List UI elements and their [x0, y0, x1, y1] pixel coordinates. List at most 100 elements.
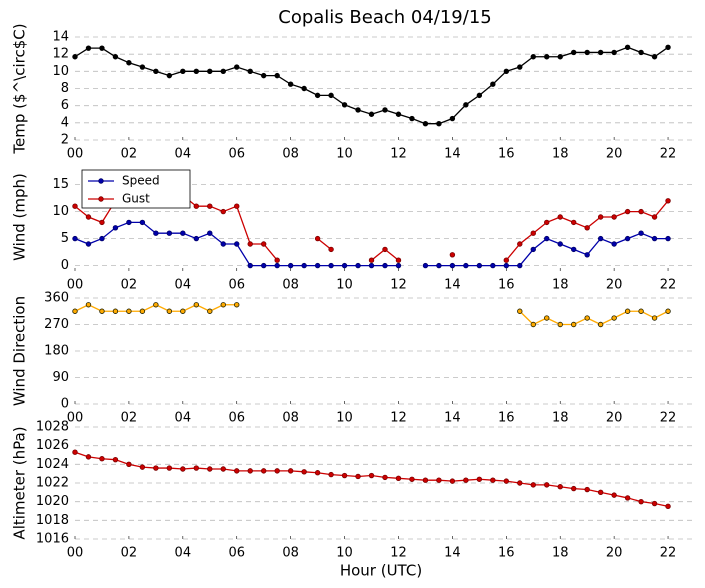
point	[368, 472, 375, 479]
point	[153, 68, 159, 75]
y-tick-label: 1028	[36, 420, 69, 435]
point	[85, 45, 92, 51]
chart-title: Copalis Beach 04/19/15	[278, 7, 491, 28]
point	[355, 107, 361, 113]
point	[490, 262, 496, 269]
x-tick-label: 20	[606, 411, 623, 426]
point	[166, 465, 173, 471]
point	[139, 219, 146, 226]
point	[611, 492, 617, 498]
point	[382, 107, 388, 113]
point	[665, 503, 671, 510]
point	[234, 468, 240, 474]
y-tick-label: 1022	[36, 476, 69, 491]
point	[544, 235, 550, 242]
point	[99, 456, 105, 462]
point	[355, 262, 361, 269]
point	[287, 468, 294, 474]
x-tick-label: 04	[175, 411, 192, 426]
y-tick-label: 15	[52, 177, 69, 192]
x-tick-label: 08	[282, 278, 299, 293]
x-tick-label: 16	[498, 147, 515, 162]
point	[301, 85, 307, 92]
x-tick-label: 06	[228, 546, 245, 561]
legend-label: Gust	[122, 192, 150, 206]
point	[638, 498, 644, 505]
point	[193, 302, 200, 308]
point	[180, 230, 186, 236]
point	[570, 49, 577, 56]
point	[341, 262, 348, 269]
point	[651, 235, 658, 242]
point	[665, 44, 671, 50]
point	[112, 54, 119, 60]
point	[126, 219, 132, 226]
point	[72, 203, 78, 209]
x-tick-label: 16	[498, 546, 515, 561]
point	[207, 203, 213, 209]
x-tick-label: 20	[606, 147, 623, 162]
x-tick-label: 16	[498, 411, 515, 426]
point	[314, 92, 321, 99]
point	[584, 315, 590, 321]
point	[341, 472, 348, 479]
y-axis-label: Wind (mph)	[11, 173, 29, 261]
x-tick-label: 14	[444, 278, 461, 293]
legend-label: Speed	[122, 174, 160, 188]
y-tick-label: 12	[52, 47, 69, 62]
point	[368, 257, 375, 263]
point	[328, 471, 334, 478]
point	[314, 235, 321, 242]
x-tick-label: 04	[175, 147, 192, 162]
x-tick-label: 22	[660, 546, 677, 561]
point	[234, 64, 240, 70]
point	[180, 68, 186, 75]
point	[557, 214, 563, 220]
legend: Speed Gust	[81, 169, 191, 209]
point	[207, 68, 213, 75]
point	[624, 235, 631, 242]
point	[112, 456, 119, 463]
point	[530, 321, 536, 328]
point	[638, 208, 644, 215]
point	[503, 257, 510, 263]
point	[126, 60, 132, 66]
point	[651, 214, 658, 220]
point	[153, 302, 159, 308]
point	[449, 115, 456, 122]
x-tick-label: 02	[121, 278, 138, 293]
point	[247, 241, 253, 247]
x-tick-label: 08	[282, 411, 299, 426]
y-tick-label: 180	[44, 344, 69, 359]
point	[665, 198, 671, 204]
point	[207, 466, 213, 472]
point	[597, 235, 604, 242]
y-axis-label: Wind Direction	[11, 296, 29, 406]
point	[220, 68, 226, 75]
x-tick-label: 00	[67, 546, 84, 561]
point	[530, 482, 536, 488]
point	[382, 246, 388, 253]
point	[597, 489, 604, 496]
y-axis-label: Altimeter (hPa)	[11, 426, 29, 539]
series-line	[74, 451, 669, 507]
point	[611, 49, 617, 56]
point	[220, 208, 226, 215]
x-tick-label: 10	[336, 546, 353, 561]
point	[193, 68, 200, 75]
point	[544, 482, 550, 488]
y-tick-label: 10	[52, 64, 69, 79]
point	[530, 246, 536, 253]
x-tick-label: 02	[121, 411, 138, 426]
point	[422, 262, 429, 269]
y-tick-label: 2	[61, 133, 69, 148]
point	[517, 64, 523, 70]
legend-marker	[98, 178, 104, 184]
point	[611, 241, 617, 247]
point	[180, 308, 186, 314]
x-tick-label: 10	[336, 411, 353, 426]
point	[72, 308, 78, 314]
point	[557, 241, 563, 247]
point	[85, 241, 92, 247]
point	[72, 54, 78, 60]
